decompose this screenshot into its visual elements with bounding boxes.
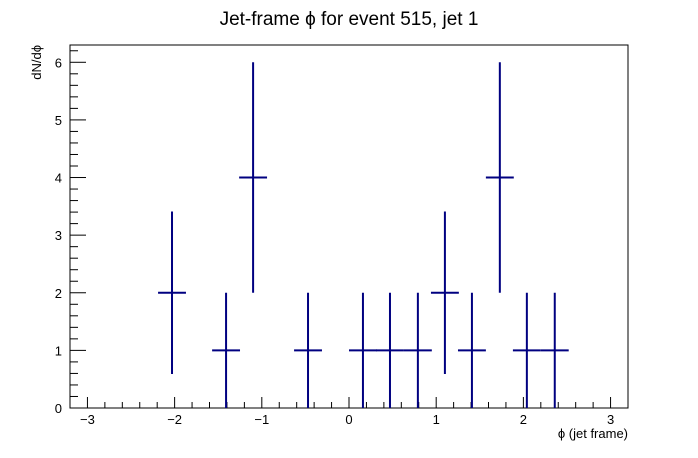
data-point	[403, 292, 432, 408]
data-point	[485, 62, 514, 293]
x-tick-label: 3	[607, 412, 614, 427]
data-point	[430, 211, 459, 375]
x-tick-label: −3	[80, 412, 95, 427]
data-point	[212, 292, 241, 408]
y-tick-label: 0	[55, 401, 62, 416]
data-point	[457, 292, 486, 408]
y-tick-label: 4	[55, 171, 62, 186]
x-axis-label: ϕ (jet frame)	[558, 426, 628, 441]
y-tick-label: 1	[55, 343, 62, 358]
x-tick-label: 2	[520, 412, 527, 427]
x-tick-label: 1	[433, 412, 440, 427]
x-axis: −3 −2 −1 0 1 2 3	[69, 397, 629, 427]
data-point	[294, 292, 322, 408]
y-tick-label: 6	[55, 55, 62, 70]
x-tick-label: −2	[167, 412, 182, 427]
y-tick-label: 2	[55, 286, 62, 301]
data-point	[158, 211, 186, 375]
data-point	[512, 292, 541, 408]
data-point	[540, 292, 569, 408]
data-point	[239, 62, 268, 293]
data-point	[376, 292, 404, 408]
data-points	[158, 62, 569, 408]
x-tick-label: −1	[254, 412, 269, 427]
y-axis: 0 1 2 3 4 5 6	[55, 50, 86, 416]
data-point	[349, 292, 377, 408]
plot-frame	[69, 44, 629, 409]
y-axis-label: dN/dϕ	[29, 45, 44, 80]
chart-title: Jet-frame ϕ for event 515, jet 1	[220, 9, 479, 30]
x-tick-label: 0	[345, 412, 352, 427]
y-tick-label: 5	[55, 113, 62, 128]
y-tick-label: 3	[55, 228, 62, 243]
